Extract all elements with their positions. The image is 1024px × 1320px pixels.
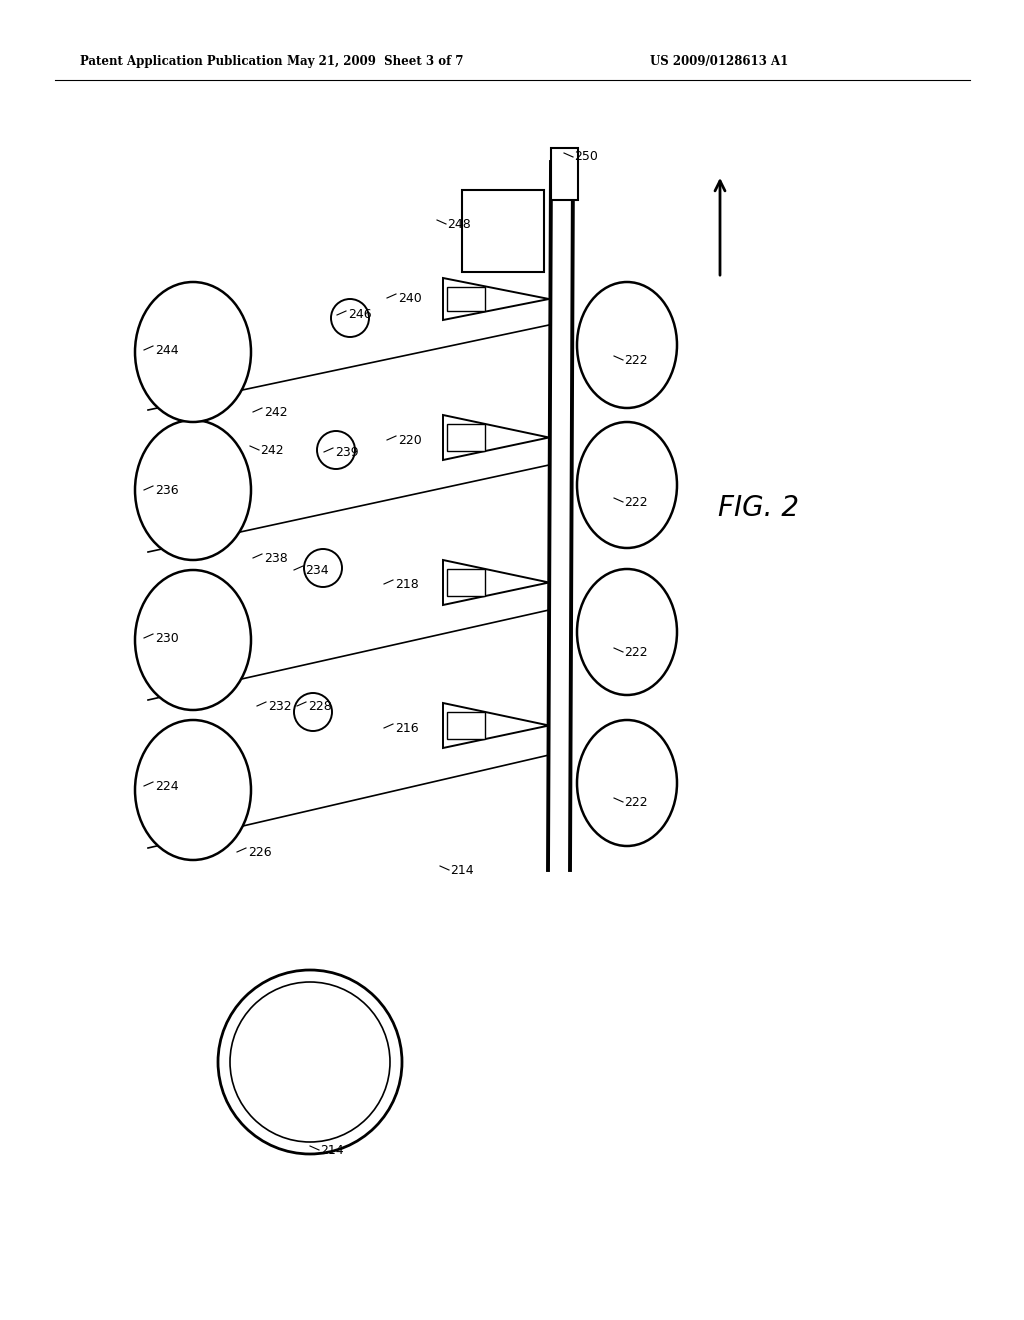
Circle shape xyxy=(230,982,390,1142)
Bar xyxy=(447,286,485,312)
Text: 246: 246 xyxy=(348,309,372,322)
Text: 244: 244 xyxy=(155,343,178,356)
Text: 240: 240 xyxy=(398,292,422,305)
Text: FIG. 2: FIG. 2 xyxy=(718,494,799,521)
Text: 230: 230 xyxy=(155,631,179,644)
Text: 250: 250 xyxy=(574,150,598,164)
Text: 236: 236 xyxy=(155,483,178,496)
Text: 234: 234 xyxy=(305,564,329,577)
Circle shape xyxy=(304,549,342,587)
Ellipse shape xyxy=(135,282,251,422)
Text: 226: 226 xyxy=(248,846,271,858)
Polygon shape xyxy=(443,560,549,605)
Text: 224: 224 xyxy=(155,780,178,792)
Text: 222: 222 xyxy=(624,495,647,508)
Ellipse shape xyxy=(577,719,677,846)
Polygon shape xyxy=(443,279,549,319)
Circle shape xyxy=(317,432,355,469)
Circle shape xyxy=(294,693,332,731)
Text: 218: 218 xyxy=(395,578,419,590)
Text: 222: 222 xyxy=(624,354,647,367)
Text: 248: 248 xyxy=(447,218,471,231)
Text: 242: 242 xyxy=(264,405,288,418)
Text: 216: 216 xyxy=(395,722,419,734)
Circle shape xyxy=(331,300,369,337)
Ellipse shape xyxy=(577,422,677,548)
Text: 228: 228 xyxy=(308,700,332,713)
Ellipse shape xyxy=(135,570,251,710)
Text: 238: 238 xyxy=(264,552,288,565)
Text: 242: 242 xyxy=(260,444,284,457)
Polygon shape xyxy=(443,704,549,748)
Ellipse shape xyxy=(577,282,677,408)
Text: 214: 214 xyxy=(319,1143,344,1156)
Ellipse shape xyxy=(135,420,251,560)
Text: US 2009/0128613 A1: US 2009/0128613 A1 xyxy=(650,55,788,69)
Bar xyxy=(551,148,578,201)
Bar xyxy=(447,425,485,450)
Text: 222: 222 xyxy=(624,796,647,808)
Text: May 21, 2009  Sheet 3 of 7: May 21, 2009 Sheet 3 of 7 xyxy=(287,55,463,69)
Text: 220: 220 xyxy=(398,433,422,446)
Text: 232: 232 xyxy=(268,700,292,713)
Ellipse shape xyxy=(577,569,677,696)
Bar xyxy=(462,190,544,272)
Text: 239: 239 xyxy=(335,446,358,458)
Bar xyxy=(447,569,485,595)
Text: Patent Application Publication: Patent Application Publication xyxy=(80,55,283,69)
Text: 222: 222 xyxy=(624,645,647,659)
Ellipse shape xyxy=(135,719,251,861)
Text: 214: 214 xyxy=(450,863,474,876)
Circle shape xyxy=(218,970,402,1154)
Polygon shape xyxy=(443,414,549,459)
Bar xyxy=(447,713,485,739)
